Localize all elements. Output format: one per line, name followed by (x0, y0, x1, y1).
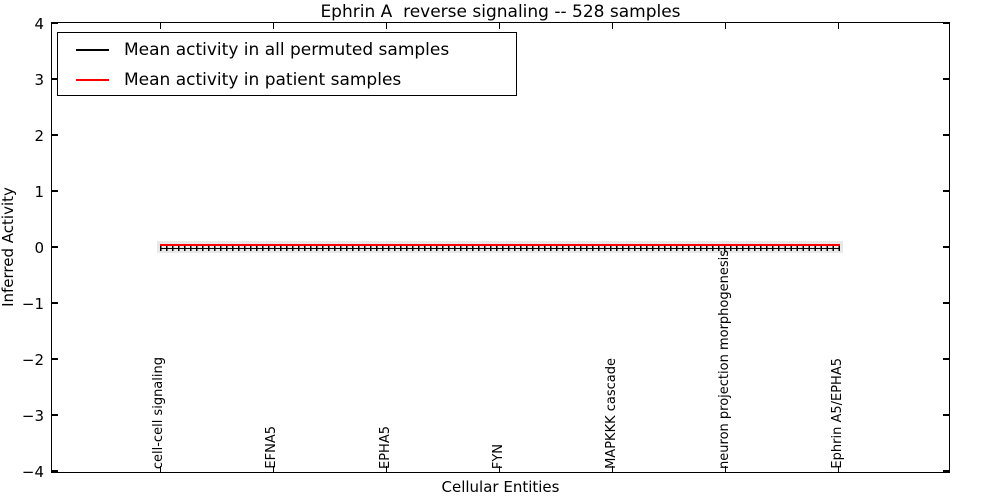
x-tick-mark (725, 466, 727, 472)
plot-area: cell-cell signaling EFNA5 EPHA5 FYN MAPKKK c… (51, 22, 950, 473)
y-tick-mark (943, 302, 949, 304)
y-tick-label: 3 (34, 70, 44, 89)
y-tick-label: −3 (21, 406, 44, 425)
y-tick-mark (52, 134, 58, 136)
legend-entry: Mean activity in patient samples (58, 66, 516, 93)
y-tick-mark (943, 358, 949, 360)
y-tick-mark (52, 22, 58, 24)
x-tick-mark (838, 23, 840, 29)
y-tick-label: −1 (21, 294, 44, 313)
chart-title: Ephrin A reverse signaling -- 528 sample… (320, 2, 681, 22)
x-tick-mark (498, 466, 501, 472)
y-tick-mark (943, 22, 949, 24)
y-tick-mark (52, 190, 58, 192)
x-tick-mark (611, 23, 614, 29)
x-category-label: EFNA5 (264, 426, 280, 469)
x-tick-mark (272, 23, 275, 29)
x-tick-mark (725, 23, 727, 29)
permuted-mean-markers (160, 246, 841, 252)
y-tick-label: 2 (34, 126, 44, 145)
y-tick-mark (943, 414, 949, 416)
x-tick-mark (385, 466, 388, 472)
x-category-label: EPHA5 (377, 426, 393, 469)
x-tick-mark (838, 466, 840, 472)
patient-mean-line (160, 244, 840, 247)
y-tick-mark (943, 246, 949, 248)
legend-entry: Mean activity in all permuted samples (58, 36, 516, 63)
x-tick-mark (159, 466, 161, 472)
x-category-label: FYN (490, 443, 506, 469)
x-tick-mark (498, 23, 501, 29)
y-tick-mark (943, 470, 949, 472)
y-tick-mark (943, 78, 949, 80)
x-tick-mark (385, 23, 388, 29)
legend-entry-label: Mean activity in all permuted samples (124, 39, 450, 60)
x-tick-mark (272, 466, 275, 472)
legend: Mean activity in all permuted samples Mea… (57, 32, 517, 96)
y-tick-mark (943, 190, 949, 192)
x-category-label: cell-cell signaling (151, 356, 167, 469)
x-category-label: Ephrin A5/EPHA5 (829, 358, 845, 469)
y-tick-label: 4 (34, 14, 44, 33)
y-tick-label: −4 (21, 462, 44, 481)
y-tick-label: 1 (34, 182, 44, 201)
x-category-label: MAPKKK cascade (603, 358, 619, 469)
y-tick-label: 0 (34, 238, 44, 257)
y-tick-mark (52, 302, 58, 304)
y-tick-mark (52, 470, 58, 472)
y-tick-label: −2 (21, 350, 44, 369)
x-tick-mark (159, 23, 161, 29)
y-tick-mark (52, 246, 58, 248)
x-tick-mark (611, 466, 614, 472)
y-tick-mark (52, 78, 58, 80)
y-tick-mark (52, 358, 58, 360)
legend-swatch-line (76, 48, 109, 51)
y-tick-mark (52, 414, 58, 416)
x-axis-label: Cellular Entities (441, 478, 560, 496)
legend-swatch-line (76, 78, 109, 81)
y-tick-mark (943, 134, 949, 136)
x-category-label: neuron projection morphogenesis (716, 250, 732, 469)
legend-entry-label: Mean activity in patient samples (124, 69, 402, 90)
